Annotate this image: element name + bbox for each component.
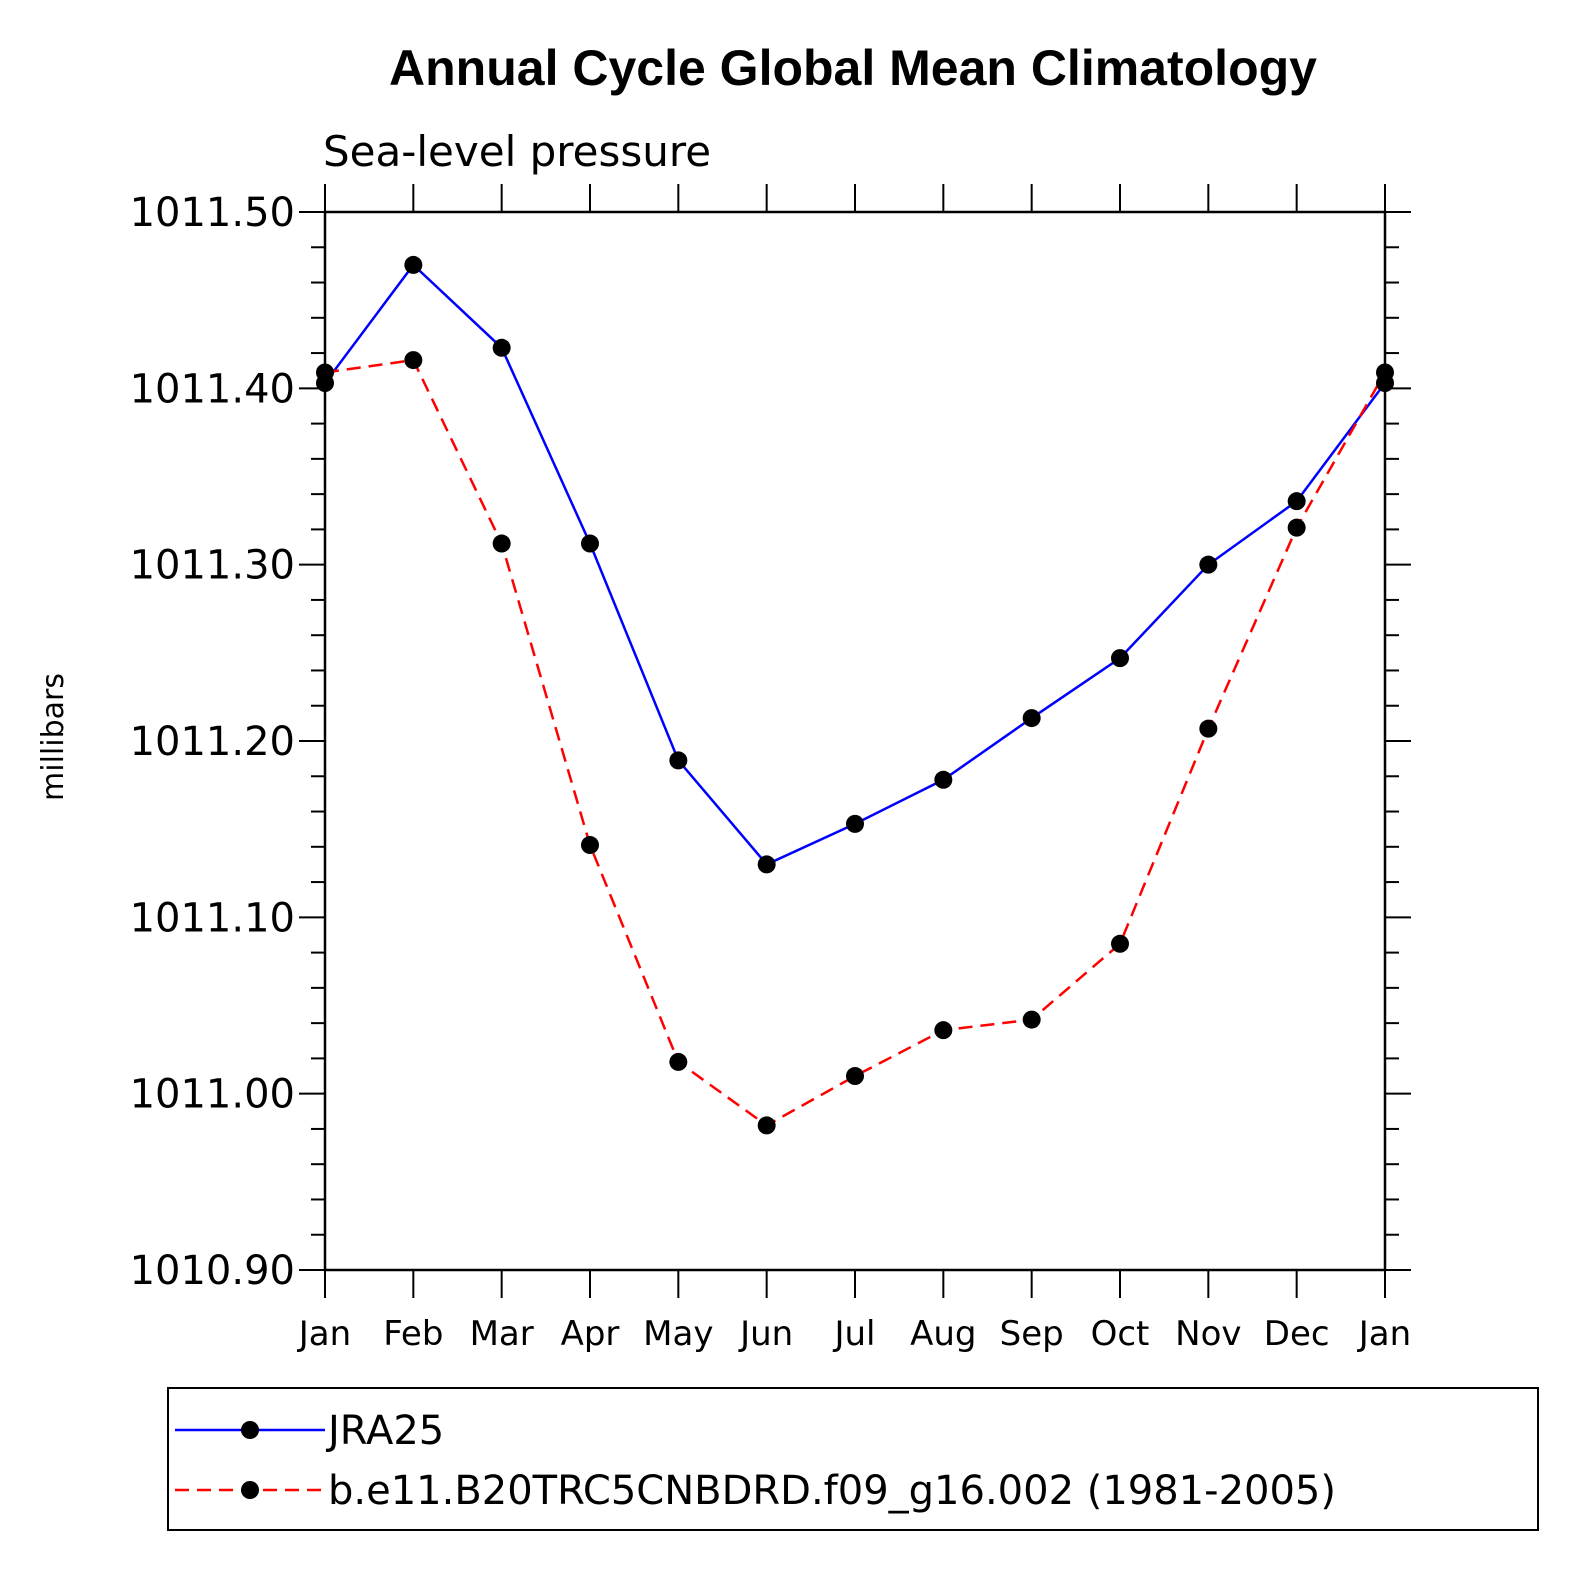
series-1-point [1376, 363, 1394, 382]
x-tick-labels: Jan Feb Mar Apr May Jun Jul Aug Sep Oct Nov Dec Jan [297, 1314, 1411, 1354]
series-1-point [669, 1052, 688, 1071]
series-0-point [1199, 555, 1218, 574]
y-tick-label: 1011.20 [130, 719, 295, 765]
legend-label-jra25: JRA25 [325, 1408, 444, 1454]
series-1-point [934, 1021, 953, 1040]
series-1-point [492, 534, 511, 553]
y-tick-label: 1011.50 [130, 190, 295, 236]
series-1-point [1111, 934, 1129, 953]
series-1-point [581, 836, 599, 855]
plot-axes [299, 184, 1411, 1298]
series-0-point [404, 255, 423, 274]
series-0-point [846, 814, 864, 833]
legend-box [167, 1387, 1539, 1531]
series-line-1 [324, 358, 1387, 1127]
x-tick-label: Sep [1000, 1314, 1064, 1354]
x-tick-label: Jan [1357, 1314, 1411, 1354]
series-1-point [1199, 719, 1218, 738]
series-1-point [846, 1067, 864, 1086]
series-0-point [492, 338, 511, 357]
plot-series [316, 255, 1394, 1135]
y-tick-label: 1011.30 [130, 543, 295, 589]
series-line-0 [323, 263, 1387, 866]
y-tick-label: 1011.00 [130, 1072, 295, 1118]
series-0-point [669, 751, 688, 770]
x-tick-label: Nov [1175, 1314, 1241, 1354]
x-tick-label: Jun [738, 1314, 793, 1354]
series-0-point [934, 770, 953, 789]
legend-label-model: b.e11.B20TRC5CNBDRD.f09_g16.002 (1981-20… [328, 1468, 1336, 1514]
y-tick-label: 1011.10 [130, 895, 295, 941]
y-tick-label: 1010.90 [130, 1248, 295, 1294]
x-tick-label: Feb [383, 1314, 443, 1354]
series-0-point [581, 534, 599, 553]
legend: JRA25 b.e11.B20TRC5CNBDRD.f09_g16.002 (1… [167, 1387, 1539, 1531]
chart-title: Annual Cycle Global Mean Climatology [389, 40, 1317, 96]
series-0-point [1022, 709, 1041, 728]
x-tick-label: May [643, 1314, 713, 1354]
series-1-point [404, 351, 423, 370]
series-1-point [316, 363, 334, 382]
x-tick-label: Dec [1264, 1314, 1330, 1354]
legend-marker-model [241, 1481, 259, 1499]
series-1-point [1022, 1010, 1041, 1029]
series-1-point [757, 1116, 776, 1135]
series-1-point [1287, 518, 1306, 537]
plot-frame [323, 210, 1387, 1272]
legend-marker-jra25 [241, 1421, 259, 1439]
series-0-point [1111, 649, 1129, 668]
y-axis-label: millibars [36, 673, 71, 801]
x-tick-label: Jul [832, 1314, 875, 1354]
y-tick-label: 1011.40 [130, 366, 295, 412]
x-tick-label: Oct [1091, 1314, 1150, 1354]
x-tick-label: Aug [910, 1314, 976, 1354]
y-tick-labels: 1010.90 1011.00 1011.10 1011.20 1011.30 1011.… [130, 190, 295, 1294]
series-0-point [757, 855, 776, 874]
chart-subtitle: Sea-level pressure [323, 127, 711, 176]
x-tick-label: Mar [470, 1314, 534, 1354]
x-tick-label: Jan [297, 1314, 351, 1354]
series-0-point [1287, 492, 1306, 511]
x-tick-label: Apr [561, 1314, 620, 1354]
